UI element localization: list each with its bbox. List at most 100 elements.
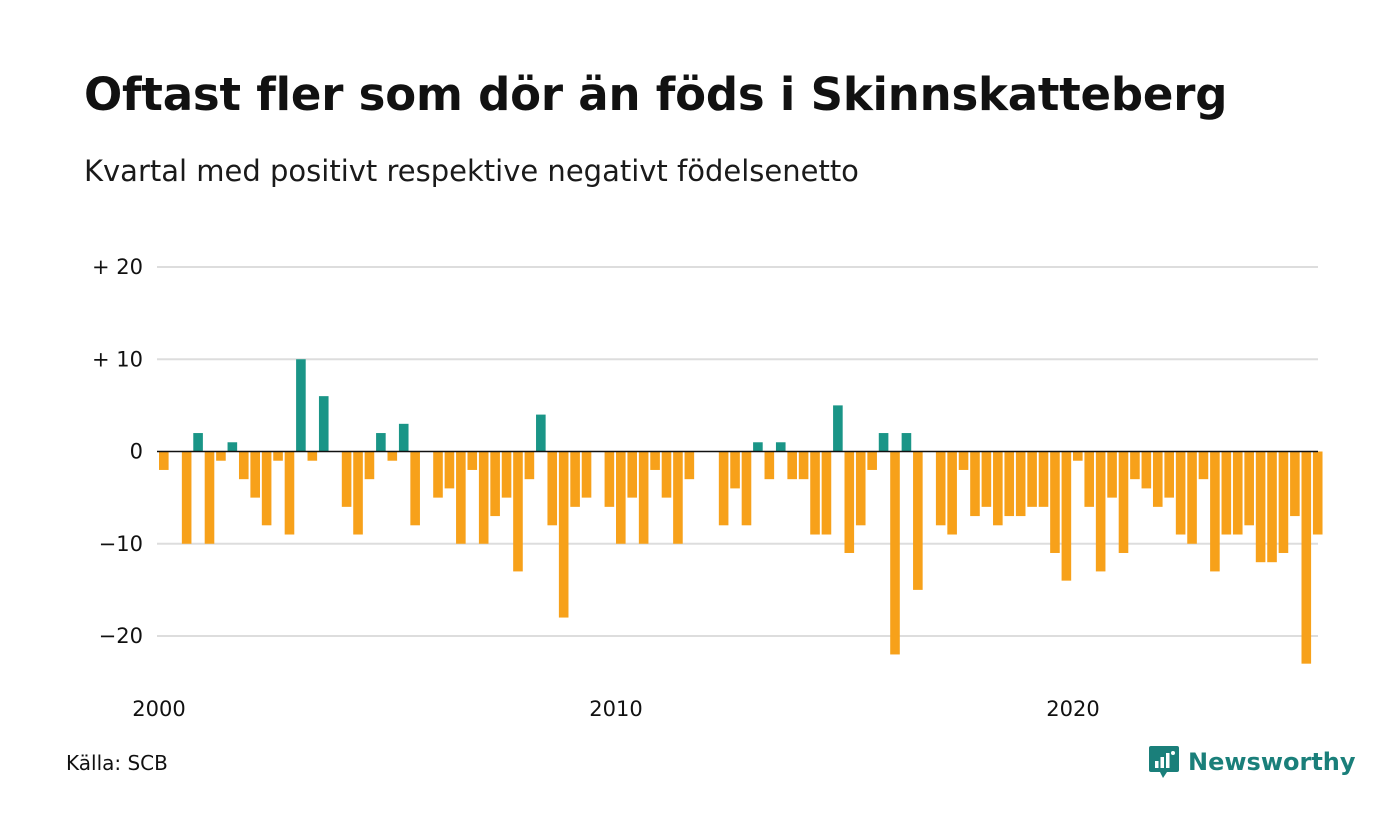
bar	[661, 451, 672, 498]
bar	[616, 451, 626, 544]
bar	[1027, 451, 1037, 507]
bar	[993, 451, 1003, 526]
bar	[867, 451, 877, 470]
bar	[844, 451, 855, 553]
brand-logo: Newsworthy	[1148, 744, 1356, 780]
bar	[398, 423, 409, 452]
bar	[318, 396, 329, 452]
bar	[1015, 451, 1026, 517]
bar	[604, 451, 615, 507]
bar	[250, 451, 260, 498]
bar	[833, 405, 843, 452]
bar	[456, 451, 466, 544]
bar	[1301, 451, 1312, 664]
x-tick-label: 2000	[132, 697, 185, 721]
bar	[159, 451, 169, 470]
bar	[1130, 451, 1140, 480]
chart-subtitle: Kvartal med positivt respektive negativt…	[84, 154, 859, 188]
bar	[307, 451, 318, 461]
bar	[890, 451, 900, 655]
bar	[490, 451, 500, 517]
bar	[261, 451, 272, 526]
bar	[467, 451, 478, 470]
bar	[1244, 451, 1254, 526]
bar	[181, 451, 192, 544]
bar	[581, 451, 592, 498]
bar	[1198, 451, 1209, 480]
bar	[341, 451, 352, 507]
bar	[273, 451, 283, 461]
bar	[1107, 451, 1117, 498]
bar	[296, 359, 306, 452]
source-note: Källa: SCB	[66, 751, 168, 775]
y-tick-label: + 20	[92, 255, 143, 279]
bar	[478, 451, 489, 544]
bar	[1164, 451, 1174, 498]
bar	[810, 451, 820, 535]
bar	[1050, 451, 1060, 553]
bar	[524, 451, 535, 480]
y-tick-label: −20	[99, 624, 143, 648]
bar	[1267, 451, 1277, 563]
bar	[947, 451, 957, 535]
bar	[650, 451, 660, 470]
bar	[935, 451, 946, 526]
bar	[513, 451, 523, 572]
newsworthy-logo-icon	[1149, 746, 1179, 778]
bar	[433, 451, 443, 498]
bar	[775, 442, 786, 452]
bar	[353, 451, 363, 535]
bar	[741, 451, 752, 526]
bar	[1095, 451, 1106, 572]
bar	[387, 451, 398, 461]
bar	[1232, 451, 1243, 535]
bar	[627, 451, 638, 498]
bar	[1312, 451, 1323, 535]
bar	[1221, 451, 1232, 535]
bar	[1004, 451, 1015, 517]
bar	[1038, 451, 1049, 507]
bar	[216, 451, 226, 461]
x-tick-label: 2010	[589, 697, 642, 721]
bar	[958, 451, 969, 470]
bar	[730, 451, 740, 489]
bar	[1073, 451, 1083, 461]
bar	[227, 442, 238, 452]
bar	[204, 451, 215, 544]
bar	[284, 451, 295, 535]
bar	[901, 433, 912, 452]
y-tick-label: + 10	[92, 347, 143, 371]
bar	[536, 414, 546, 452]
bar	[444, 451, 455, 489]
y-tick-label: 0	[130, 440, 143, 464]
bar	[718, 451, 729, 526]
bar	[238, 451, 249, 480]
bar	[673, 451, 683, 544]
bar	[1084, 451, 1095, 507]
bar	[855, 451, 866, 526]
bar	[364, 451, 375, 480]
bar	[1175, 451, 1186, 535]
bar	[501, 451, 512, 498]
chart-title: Oftast fler som dör än föds i Skinnskatt…	[84, 68, 1228, 121]
bar	[1278, 451, 1289, 553]
bar	[970, 451, 980, 517]
bar	[787, 451, 797, 480]
bar	[981, 451, 992, 507]
bar	[1061, 451, 1072, 581]
bar	[1118, 451, 1129, 553]
bar	[798, 451, 809, 480]
bar	[878, 433, 889, 452]
bar	[753, 442, 763, 452]
bar	[547, 451, 558, 526]
bar	[570, 451, 580, 507]
brand-name: Newsworthy	[1188, 748, 1356, 776]
axes: + 20 + 10 0 −10 −20 2000 2010 2020	[92, 255, 1318, 721]
bar	[376, 433, 386, 452]
x-tick-label: 2020	[1046, 697, 1099, 721]
bar	[1152, 451, 1163, 507]
bar	[558, 451, 569, 618]
bar	[1210, 451, 1220, 572]
y-tick-label: −10	[99, 532, 143, 556]
